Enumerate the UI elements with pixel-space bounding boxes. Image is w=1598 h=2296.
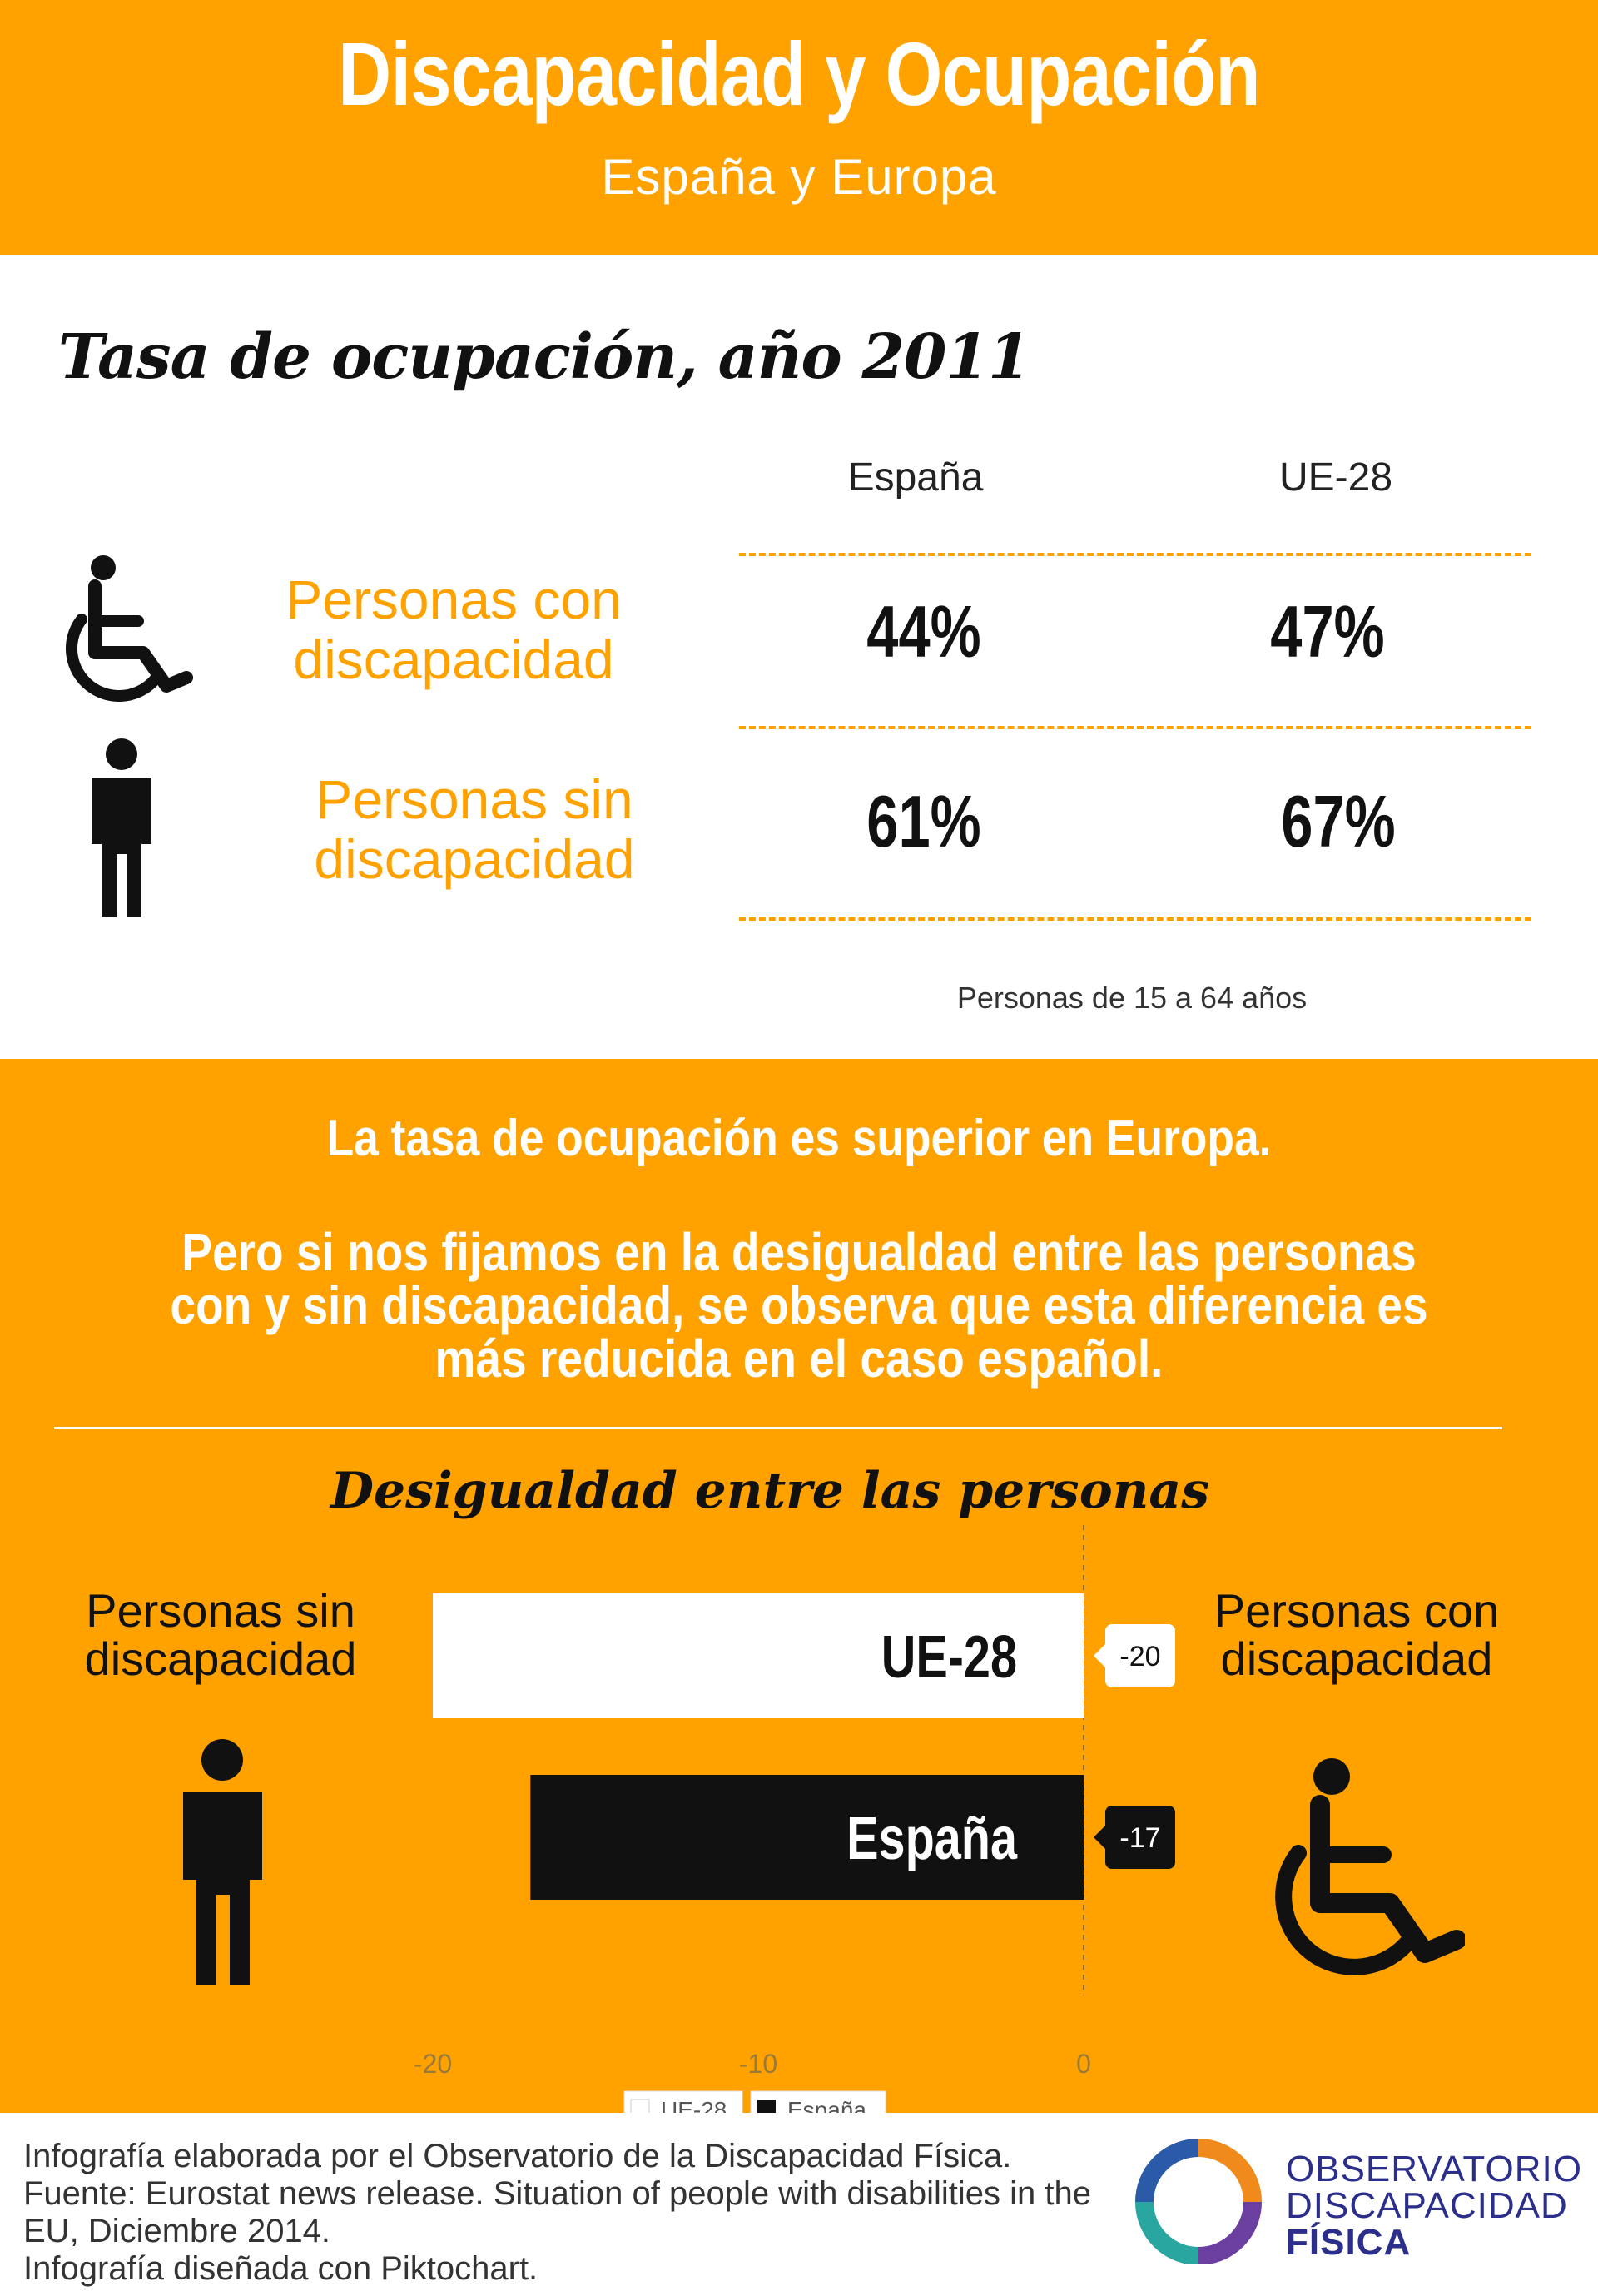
bar-españa xyxy=(530,1775,1084,1900)
page-title: Discapacidad y Ocupación xyxy=(338,23,1260,124)
bar-label: UE-28 xyxy=(881,1623,1017,1691)
credit-line: Infografía diseñada con Piktochart. xyxy=(23,2250,538,2287)
observatorio-logo: OBSERVATORIO DISCAPACIDAD FÍSICA xyxy=(1132,2139,1582,2265)
left-label-sin-discapacidad: Personas sin discapacidad xyxy=(84,1584,357,1685)
value-ue28-sin: 67% xyxy=(1281,780,1396,862)
value-ue28-con: 47% xyxy=(1270,590,1385,673)
age-range-note: Personas de 15 a 64 años xyxy=(956,981,1308,1015)
data-label-pointer xyxy=(1094,1826,1105,1849)
data-label-box xyxy=(1105,1624,1175,1687)
wheelchair-icon xyxy=(1248,1755,1466,1984)
message-headline: La tasa de ocupación es superior en Euro… xyxy=(326,1110,1272,1167)
bar-ue-28 xyxy=(433,1593,1084,1718)
person-icon xyxy=(80,738,163,925)
right-label-con-discapacidad: Personas con discapacidad xyxy=(1213,1584,1500,1685)
header-banner: Discapacidad y Ocupación España y Europa xyxy=(0,0,1598,255)
occupation-section: Tasa de ocupación, año 2011 España UE-28… xyxy=(0,255,1598,1059)
credit-line: EU, Diciembre 2014. xyxy=(23,2213,331,2249)
data-label-pointer xyxy=(1094,1644,1105,1667)
data-label-box xyxy=(1105,1806,1175,1869)
x-tick-label: -20 xyxy=(414,2049,452,2079)
credit-line: Fuente: Eurostat news release. Situation… xyxy=(23,2175,1091,2212)
chart-title: Desigualdad entre las personas xyxy=(330,1462,1210,1520)
message-body: Pero si nos fijamos en la desigualdad en… xyxy=(170,1222,1428,1389)
x-tick-label: 0 xyxy=(1076,2049,1091,2079)
value-espana-sin: 61% xyxy=(866,780,981,862)
logo-text: OBSERVATORIO DISCAPACIDAD FÍSICA xyxy=(1286,2149,1582,2263)
wheelchair-icon xyxy=(52,553,193,707)
data-label: -17 xyxy=(1119,1822,1160,1854)
logo-mark-icon xyxy=(1135,2139,1262,2265)
divider xyxy=(739,553,1531,556)
row-label-con-discapacidad: Personas con discapacidad xyxy=(285,569,622,690)
credits: Infografía elaborada por el Observatorio… xyxy=(23,2138,1139,2288)
x-tick-label: -10 xyxy=(739,2049,777,2079)
page-subtitle: España y Europa xyxy=(601,149,997,205)
bar-label: España xyxy=(846,1805,1018,1872)
divider xyxy=(739,726,1531,729)
credit-line: Infografía elaborada por el Observatorio… xyxy=(23,2138,1012,2174)
person-icon xyxy=(175,1738,270,1992)
row-label-sin-discapacidad: Personas sin discapacidad xyxy=(314,768,635,890)
data-label: -20 xyxy=(1119,1641,1160,1672)
footer: Infografía elaborada por el Observatorio… xyxy=(0,2113,1598,2296)
column-header-ue28: UE-28 xyxy=(1278,455,1393,499)
divider xyxy=(739,917,1531,921)
column-header-espana: España xyxy=(847,455,984,499)
value-espana-con: 44% xyxy=(866,590,981,673)
divider xyxy=(54,1427,1502,1429)
inequality-section: La tasa de ocupación es superior en Euro… xyxy=(0,1059,1598,2125)
occupation-title: Tasa de ocupación, año 2011 xyxy=(58,321,1030,393)
